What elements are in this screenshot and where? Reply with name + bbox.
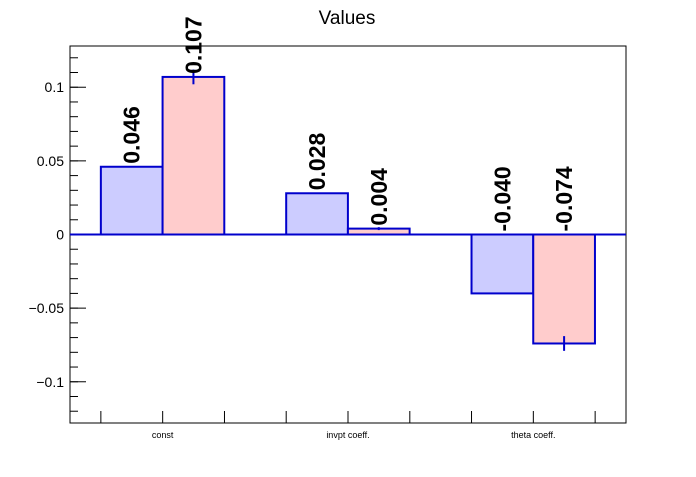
data-label: -0.074 xyxy=(551,166,577,231)
y-tick-label: −0.05 xyxy=(29,300,65,316)
x-category-label: const xyxy=(152,430,174,440)
data-label: -0.040 xyxy=(489,166,515,231)
bar xyxy=(470,233,535,295)
chart-title: Values xyxy=(319,8,376,29)
data-labels: 0.046 0.028 -0.040 0.107 0.004 -0.074 xyxy=(119,16,577,231)
bar xyxy=(285,192,349,236)
bars xyxy=(70,69,626,351)
y-tick-label: 0.1 xyxy=(45,79,65,95)
x-axis: const invpt coeff. theta coeff. xyxy=(100,411,596,440)
y-tick-label: −0.1 xyxy=(36,374,64,390)
y-tick-label: 0 xyxy=(56,227,64,243)
x-category-label: invpt coeff. xyxy=(326,430,369,440)
data-label: 0.107 xyxy=(180,16,206,74)
bar xyxy=(532,233,596,345)
data-label: 0.046 xyxy=(119,106,145,164)
x-category-label: theta coeff. xyxy=(511,430,555,440)
y-axis: −0.1 −0.05 0 0.05 0.1 xyxy=(29,57,86,412)
bar xyxy=(161,75,226,236)
y-tick-label: 0.05 xyxy=(37,153,64,169)
bar xyxy=(99,165,164,236)
data-label: 0.028 xyxy=(304,133,330,191)
data-label: 0.004 xyxy=(366,168,392,226)
